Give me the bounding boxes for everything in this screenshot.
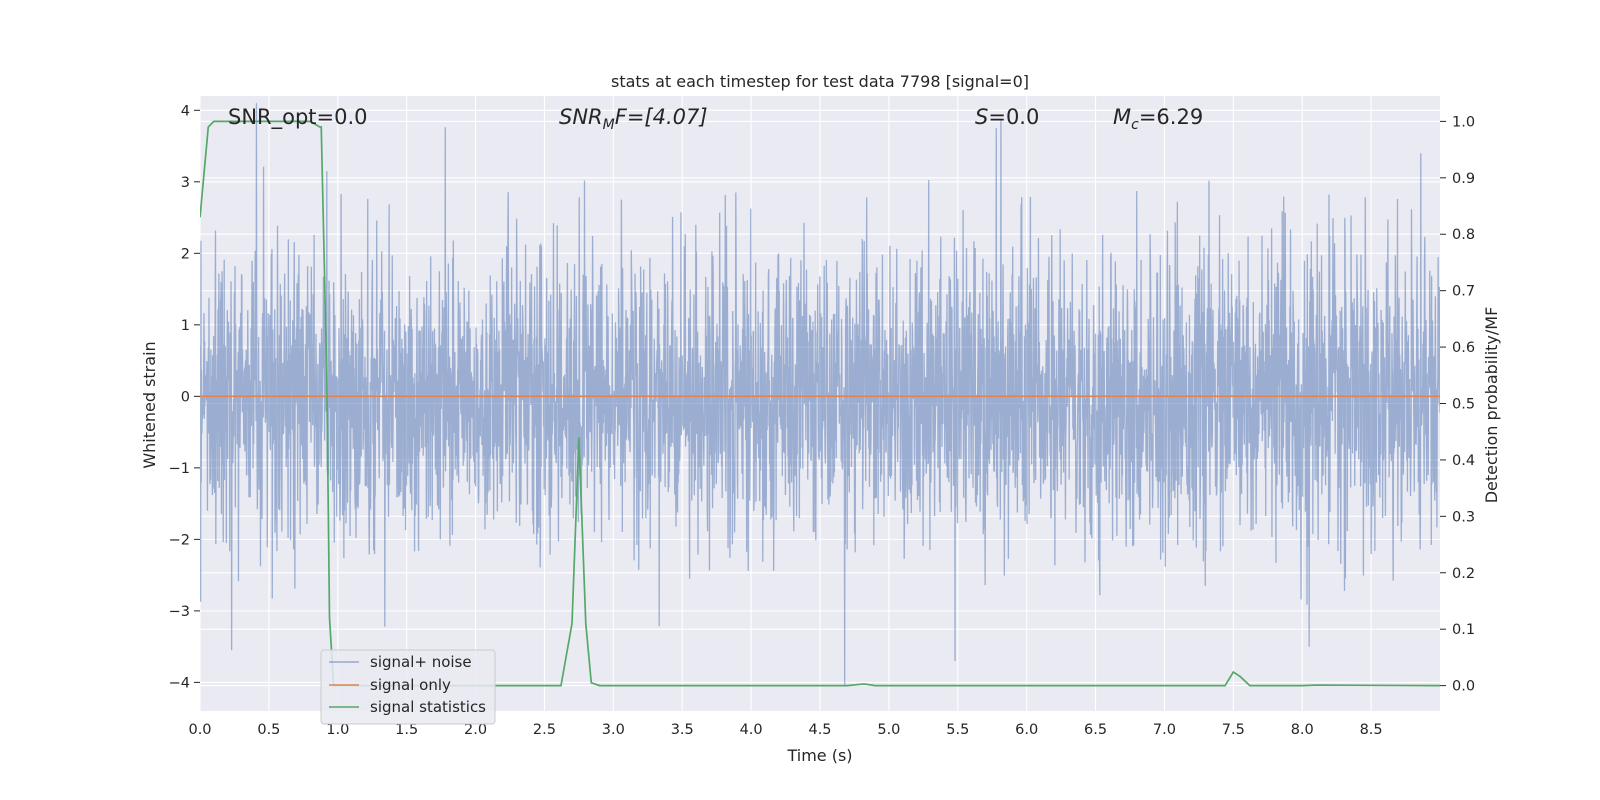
y-tick-label: −1 — [169, 461, 190, 477]
noise-series — [200, 103, 1440, 686]
y2-tick-label: 0.6 — [1452, 340, 1475, 356]
y2-tick-label: 0.4 — [1452, 453, 1475, 469]
x-tick-label: 0.0 — [188, 722, 211, 738]
y-tick-labels: 4 3 2 1 0 −1 −2 −3 −4 — [169, 103, 200, 691]
y-tick-label: 4 — [181, 103, 190, 119]
x-tick-label: 1.0 — [326, 722, 349, 738]
y2-tick-label: 0.0 — [1452, 679, 1475, 695]
annotation-snr-mf-rest: F=[4.07] — [615, 105, 708, 129]
y2-tick-label: 0.7 — [1452, 284, 1475, 300]
x-tick-label: 0.5 — [257, 722, 280, 738]
annotation-s-rest: =0.0 — [988, 105, 1039, 129]
x-tick-label: 2.0 — [464, 722, 487, 738]
y-tick-label: −2 — [169, 532, 190, 548]
x-tick-label: 7.0 — [1153, 722, 1176, 738]
chart-title: stats at each timestep for test data 779… — [611, 72, 1029, 91]
y2-tick-label: 0.1 — [1452, 622, 1475, 638]
x-tick-label: 5.0 — [877, 722, 900, 738]
y2-axis-label: Detection probability/MF — [1482, 307, 1501, 504]
annotation-snr-mf-base: SNR — [559, 105, 603, 129]
x-tick-label: 3.0 — [602, 722, 625, 738]
annotation-s-var: S — [975, 105, 988, 129]
x-tick-label: 6.0 — [1015, 722, 1038, 738]
x-tick-label: 4.5 — [808, 722, 831, 738]
x-axis-label: Time (s) — [786, 746, 852, 765]
y2-tick-label: 0.8 — [1452, 227, 1475, 243]
x-tick-label: 8.0 — [1291, 722, 1314, 738]
x-tick-label: 4.0 — [740, 722, 763, 738]
y2-tick-label: 0.2 — [1452, 566, 1475, 582]
legend-label-statistics: signal statistics — [370, 698, 486, 716]
noise-line — [200, 103, 1440, 686]
annotation-s: S=0.0 — [975, 105, 1039, 129]
y2-tick-label: 1.0 — [1452, 114, 1475, 130]
x-tick-label: 2.5 — [533, 722, 556, 738]
legend-label-signal: signal only — [370, 676, 451, 694]
y2-tick-label: 0.9 — [1452, 171, 1475, 187]
statistics-line — [200, 120, 1440, 687]
annotation-snr-opt: SNR_opt=0.0 — [228, 105, 368, 130]
annotation-mc-sub: c — [1131, 117, 1139, 133]
legend-box — [320, 649, 496, 725]
annotation-snr-mf-sub: M — [603, 117, 615, 133]
y2-tick-labels: 1.0 0.9 0.8 0.7 0.6 0.5 0.4 0.3 0.2 0.1 0.0 — [1440, 114, 1475, 695]
y-tick-label: −4 — [169, 675, 190, 691]
y-tick-label: 1 — [181, 318, 190, 334]
y-tick-label: 3 — [181, 175, 190, 191]
y-tick-label: −3 — [169, 604, 190, 620]
y-tick-label: 0 — [181, 389, 190, 405]
x-tick-label: 5.5 — [946, 722, 969, 738]
annotation-mc-base: M — [1113, 105, 1131, 129]
y2-tick-label: 0.3 — [1452, 509, 1475, 525]
x-tick-labels: 0.0 0.5 1.0 1.5 2.0 2.5 3.0 3.5 4.0 4.5 5.0 5.5 6.0 6… — [188, 722, 1382, 738]
annotation-snr-mf: SNRMF=[4.07] — [559, 105, 708, 133]
statistics-series — [200, 120, 1440, 687]
x-tick-label: 1.5 — [395, 722, 418, 738]
x-tick-label: 8.5 — [1360, 722, 1383, 738]
x-tick-label: 7.5 — [1222, 722, 1245, 738]
y2-tick-label: 0.5 — [1452, 397, 1475, 413]
x-tick-label: 6.5 — [1084, 722, 1107, 738]
annotation-mc-rest: =6.29 — [1139, 105, 1203, 129]
legend: signal+ noise signal only signal statist… — [320, 649, 496, 725]
x-tick-label: 3.5 — [671, 722, 694, 738]
y-tick-label: 2 — [181, 246, 190, 262]
legend-label-noise: signal+ noise — [370, 653, 472, 671]
y-axis-label: Whitened strain — [140, 341, 159, 468]
annotation-mc: Mc=6.29 — [1113, 105, 1203, 133]
